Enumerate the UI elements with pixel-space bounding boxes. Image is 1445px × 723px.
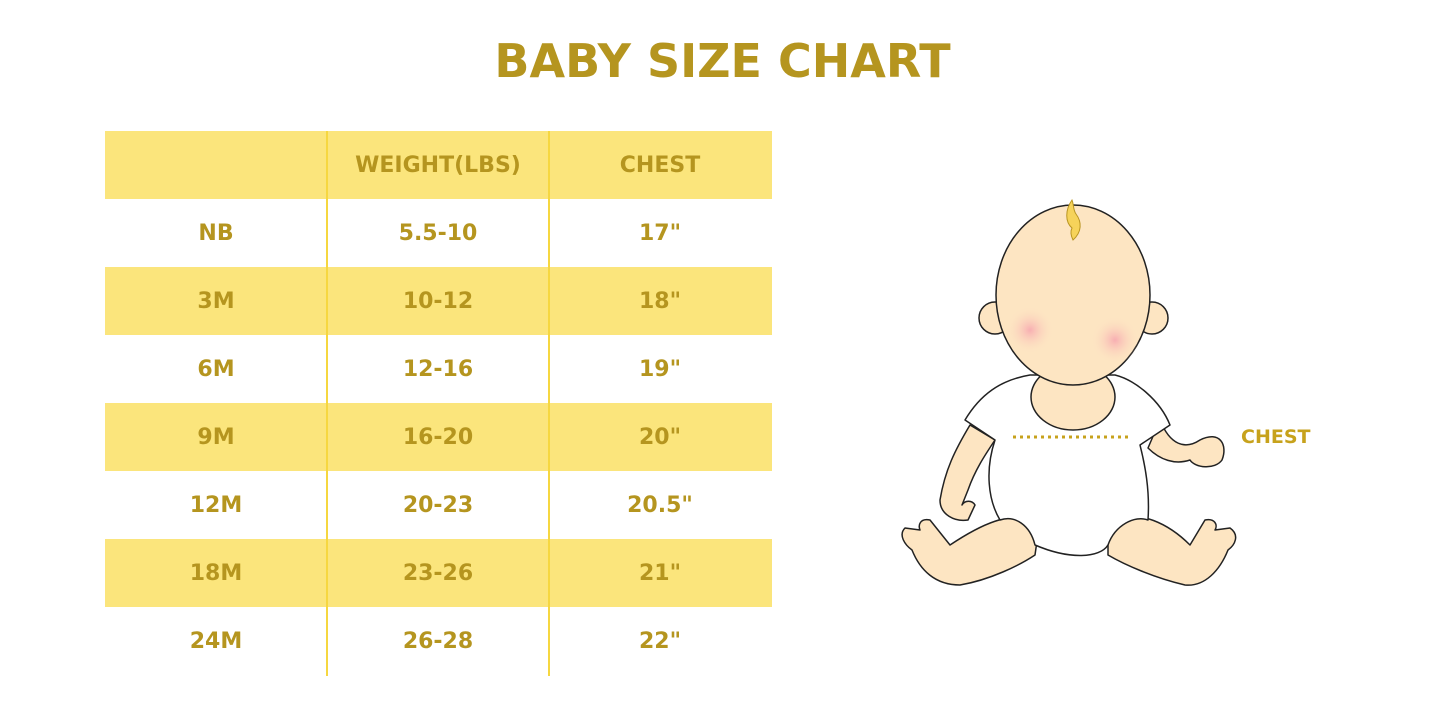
header-cell-chest: CHEST bbox=[619, 152, 701, 178]
page-title: BABY SIZE CHART bbox=[494, 34, 951, 88]
right-leg bbox=[1107, 515, 1237, 586]
left-cheek bbox=[1006, 306, 1054, 354]
weight-cell: 12-16 bbox=[402, 356, 474, 382]
chest-cell: 22" bbox=[638, 628, 682, 654]
column-divider bbox=[548, 131, 550, 676]
size-cell: 6M bbox=[197, 356, 235, 382]
size-cell: NB bbox=[198, 220, 234, 246]
size-cell: 12M bbox=[189, 492, 243, 518]
weight-cell: 16-20 bbox=[402, 424, 474, 450]
size-cell: 9M bbox=[197, 424, 235, 450]
shirt bbox=[964, 374, 1171, 557]
size-cell: 18M bbox=[189, 560, 243, 586]
left-leg bbox=[901, 516, 1041, 586]
size-cell: 24M bbox=[189, 628, 243, 654]
chest-label: CHEST bbox=[1241, 426, 1311, 448]
right-cheek bbox=[1091, 316, 1139, 364]
weight-cell: 10-12 bbox=[402, 288, 474, 314]
chest-cell: 19" bbox=[638, 356, 682, 382]
chest-cell: 20" bbox=[638, 424, 682, 450]
size-cell: 3M bbox=[197, 288, 235, 314]
table-row: 9M 16-20 20" bbox=[105, 403, 772, 471]
header-cell-weight: WEIGHT(LBS) bbox=[355, 152, 521, 178]
weight-cell: 5.5-10 bbox=[398, 220, 478, 246]
chest-cell: 21" bbox=[638, 560, 682, 586]
right-arm bbox=[1147, 419, 1225, 468]
weight-cell: 26-28 bbox=[402, 628, 474, 654]
table-row: 24M 26-28 22" bbox=[105, 607, 772, 675]
weight-cell: 23-26 bbox=[402, 560, 474, 586]
table-row: NB 5.5-10 17" bbox=[105, 199, 772, 267]
table-row: 12M 20-23 20.5" bbox=[105, 471, 772, 539]
table-row: 18M 23-26 21" bbox=[105, 539, 772, 607]
table-row: 3M 10-12 18" bbox=[105, 267, 772, 335]
chest-cell: 18" bbox=[638, 288, 682, 314]
chest-cell: 17" bbox=[638, 220, 682, 246]
weight-cell: 20-23 bbox=[402, 492, 474, 518]
size-table: WEIGHT(LBS) CHEST NB 5.5-10 17" 3M 10-12… bbox=[105, 131, 772, 675]
table-row: 6M 12-16 19" bbox=[105, 335, 772, 403]
left-arm bbox=[939, 424, 996, 522]
hair-curl bbox=[1066, 198, 1081, 241]
chest-cell: 20.5" bbox=[627, 492, 693, 518]
table-header-row: WEIGHT(LBS) CHEST bbox=[105, 131, 772, 199]
column-divider bbox=[326, 131, 328, 676]
